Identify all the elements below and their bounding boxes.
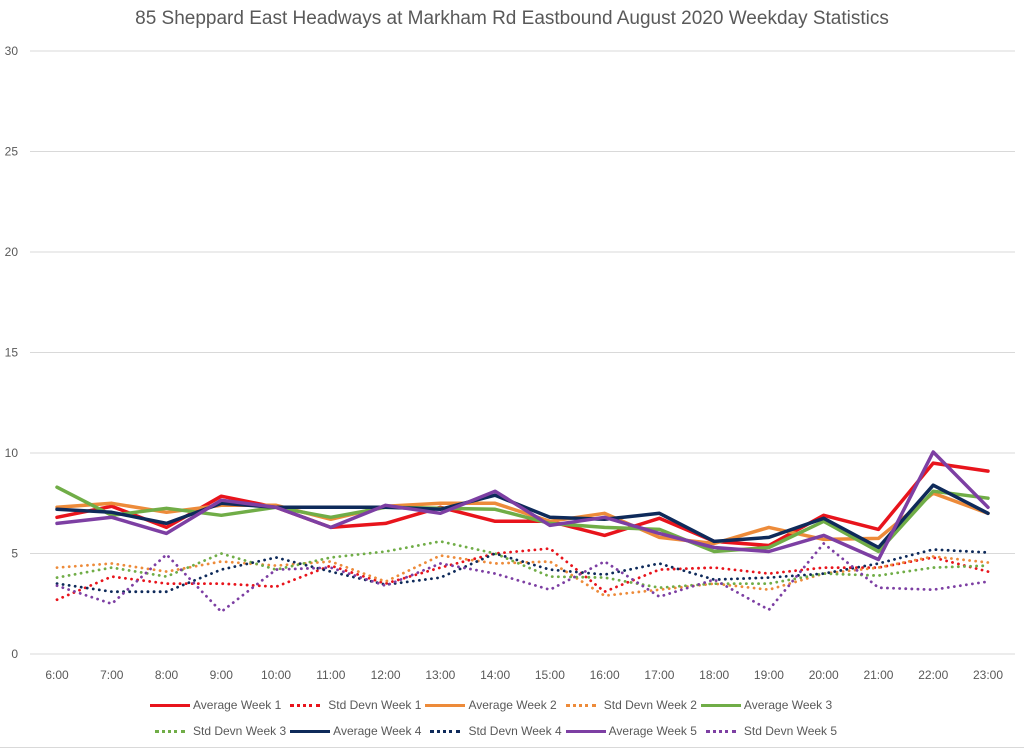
y-tick-label: 20 [5,245,19,259]
legend-swatch [290,729,331,733]
legend-swatch [565,729,606,733]
legend-label: Std Devn Week 3 [193,724,287,738]
legend-item: Average Week 4 [290,724,421,738]
legend-label: Std Devn Week 2 [603,698,697,712]
series-line-std-devn-week-3 [55,540,990,590]
x-tick-label: 19:00 [754,668,784,682]
legend-item: Std Devn Week 2 [561,698,697,712]
x-tick-label: 12:00 [371,668,401,682]
legend-swatch [155,729,185,733]
chart-border [0,747,1024,748]
legend: Average Week 1 Std Devn Week 1 Average Wee… [150,692,890,744]
gridlines [30,50,1015,655]
y-tick-label: 10 [5,446,19,460]
x-tick-label: 6:00 [45,668,69,682]
legend-label: Average Week 1 [193,698,282,712]
series-line-std-devn-week-5 [55,542,990,614]
legend-label: Average Week 4 [333,724,422,738]
x-tick-label: 14:00 [480,668,510,682]
y-axis-ticks: 0 5 10 15 20 25 30 [5,44,19,661]
legend-item: Average Week 2 [425,698,557,712]
legend-swatch [700,703,741,707]
x-tick-label: 13:00 [425,668,455,682]
x-tick-label: 7:00 [100,668,124,682]
x-tick-label: 20:00 [809,668,839,682]
legend-swatch [150,703,190,707]
x-tick-label: 15:00 [535,668,565,682]
series-line-average-week-3 [55,485,990,554]
x-tick-label: 23:00 [973,668,1003,682]
legend-swatch [290,703,321,707]
x-tick-label: 11:00 [316,668,345,682]
legend-label: Average Week 5 [608,724,697,738]
y-tick-label: 15 [5,346,19,360]
series-line-std-devn-week-4 [55,548,990,594]
series-lines [55,450,990,614]
legend-swatch [705,729,736,733]
x-axis-ticks: 6:00 7:00 8:00 9:00 10:00 11:00 12:00 13:00 14:0… [45,668,1003,682]
series-line-average-week-1 [55,461,990,548]
legend-label: Std Devn Week 5 [743,724,838,738]
x-tick-label: 9:00 [210,668,234,682]
legend-item: Std Devn Week 3 [150,724,286,738]
x-tick-label: 18:00 [699,668,729,682]
legend-item: Average Week 3 [700,698,833,712]
legend-label: Average Week 2 [468,698,557,712]
legend-item: Std Devn Week 1 [285,698,421,712]
legend-swatch [425,703,466,707]
legend-row: Average Week 1 Std Devn Week 1 Average Wee… [150,692,890,718]
series-line-std-devn-week-1 [55,547,990,602]
x-tick-label: 16:00 [590,668,620,682]
x-tick-label: 22:00 [918,668,948,682]
legend-item: Std Devn Week 4 [425,724,562,738]
legend-label: Average Week 3 [743,698,833,712]
x-tick-label: 21:00 [863,668,893,682]
x-tick-label: 10:00 [261,668,291,682]
legend-item: Average Week 1 [150,698,281,712]
legend-label: Std Devn Week 1 [328,698,422,712]
legend-swatch [565,703,596,707]
series-line-average-week-5 [55,450,990,562]
legend-item: Average Week 5 [565,724,697,738]
x-tick-label: 17:00 [644,668,674,682]
chart-title: 85 Sheppard East Headways at Markham Rd … [135,8,889,29]
legend-label: Std Devn Week 4 [468,724,562,738]
legend-swatch [430,729,461,733]
y-tick-label: 30 [5,44,19,58]
legend-row: Std Devn Week 3 Average Week 4 Std Devn We… [150,718,890,744]
plot-area: 0 5 10 15 20 25 30 6:00 7:00 8:00 9:00 10:00 11:00 1… [5,44,1015,682]
legend-item: Std Devn Week 5 [701,724,837,738]
y-tick-label: 0 [11,647,18,661]
x-tick-label: 8:00 [155,668,179,682]
y-tick-label: 25 [5,145,19,159]
y-tick-label: 5 [11,547,18,561]
